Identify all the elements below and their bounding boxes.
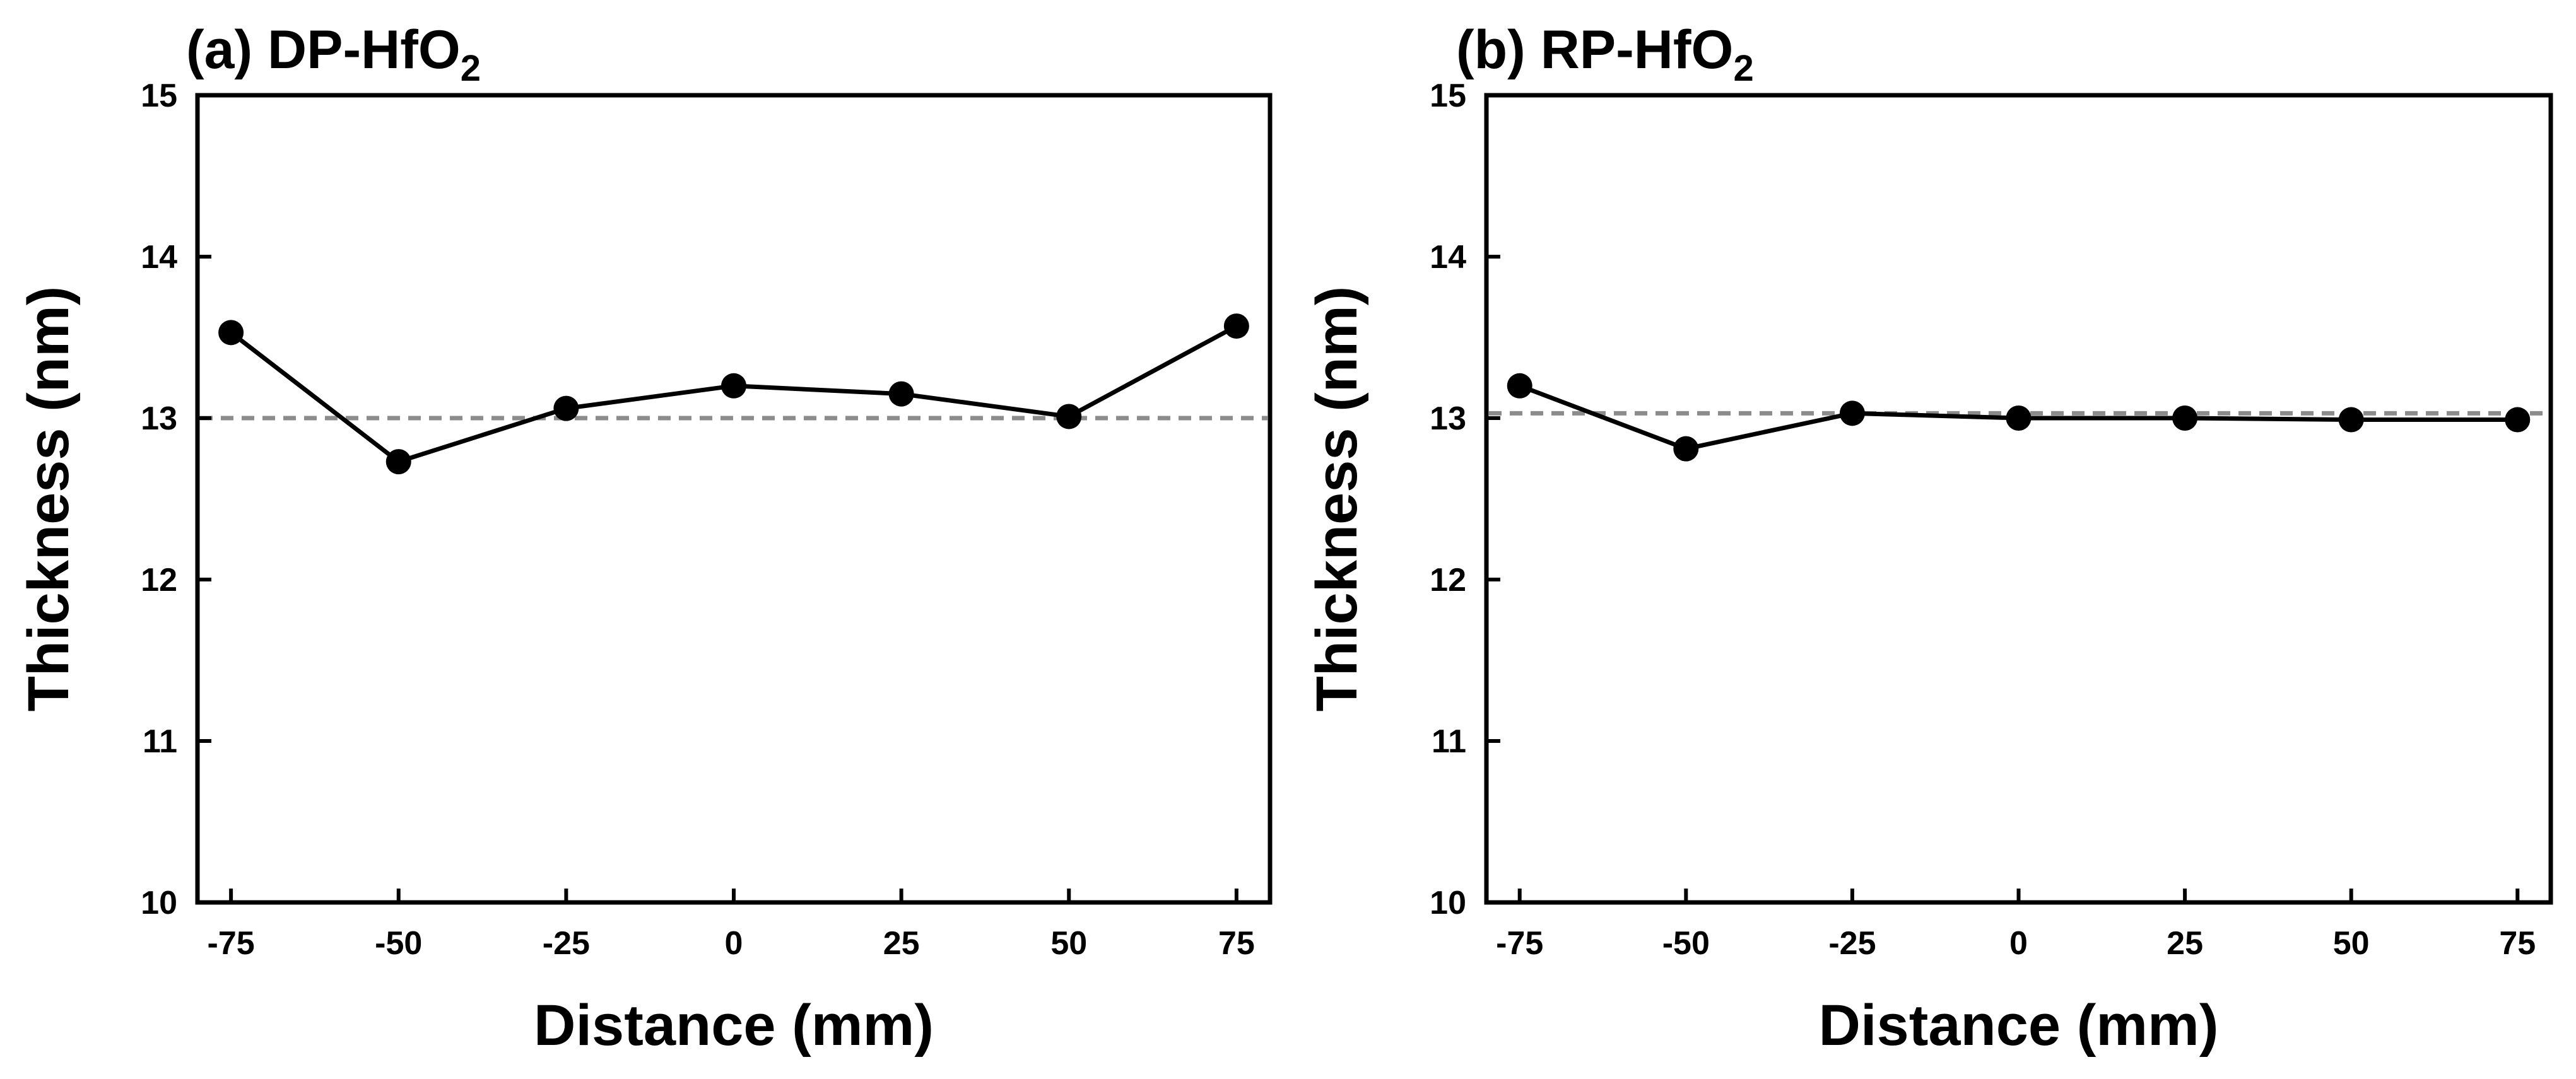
y-tick-label: 14 [1430,239,1466,276]
panel-title-main: (b) RP-HfO [1456,20,1733,80]
x-axis-title: Distance (mm) [1819,993,2219,1058]
data-point [1223,313,1249,339]
data-point [218,320,244,346]
x-tick-label: 75 [1218,925,1255,962]
chart-panel-dp-hfo2: 10 11 12 13 14 15 -75 -50 -25 0 25 50 75 (a) DP-HfO2 D… [16,20,1273,1058]
x-tick-label: 25 [2167,925,2203,962]
chart-panel-rp-hfo2: 10 11 12 13 14 15 -75 -50 -25 0 25 50 75 (b) RP-HfO2 D… [1305,20,2553,1058]
y-tick-label: 13 [1430,400,1466,437]
data-point [888,381,914,407]
x-tick-label: 0 [2009,925,2028,962]
y-axis-title: Thickness (nm) [1305,286,1369,712]
x-tick-label: -50 [375,925,422,962]
data-point [1839,400,1865,426]
x-tick-label: 50 [1050,925,1087,962]
data-point [2172,405,2198,431]
x-tick-label: 50 [2333,925,2370,962]
y-tick-label: 12 [141,562,177,598]
x-tick-label: -50 [1662,925,1710,962]
data-point [721,373,746,399]
data-point [1507,373,1532,399]
x-tick-label: 75 [2499,925,2536,962]
y-tick-label: 15 [1430,78,1466,114]
plot-frame [1484,93,2553,905]
plot-frame [195,93,1273,905]
y-tick-label: 15 [141,78,177,114]
panel-title: (a) DP-HfO2 [186,20,481,89]
x-axis-title: Distance (mm) [534,993,934,1058]
x-tick-label: 0 [725,925,743,962]
data-point [2006,405,2032,431]
y-tick-label: 14 [141,239,177,276]
y-tick-label: 10 [141,885,177,921]
x-tick-label: -25 [1828,925,1876,962]
data-point [1056,404,1082,429]
data-point [1673,436,1699,462]
data-point [385,449,411,475]
data-point [2338,407,2364,433]
data-point [2505,407,2531,433]
x-tick-label: -75 [208,925,255,962]
panel-title-subscript: 2 [461,48,481,89]
data-point [553,395,579,421]
panel-title-main: (a) DP-HfO [186,20,461,80]
x-tick-label: -75 [1496,925,1543,962]
y-tick-label: 12 [1430,562,1466,598]
y-tick-label: 13 [141,400,177,437]
y-axis-title: Thickness (nm) [16,286,81,712]
panel-title: (b) RP-HfO2 [1456,20,1754,89]
y-tick-label: 10 [1430,885,1466,921]
x-tick-label: 25 [883,925,920,962]
x-tick-label: -25 [543,925,590,962]
panel-title-subscript: 2 [1733,48,1753,89]
y-tick-label: 11 [143,723,177,760]
y-tick-label: 11 [1432,723,1466,760]
